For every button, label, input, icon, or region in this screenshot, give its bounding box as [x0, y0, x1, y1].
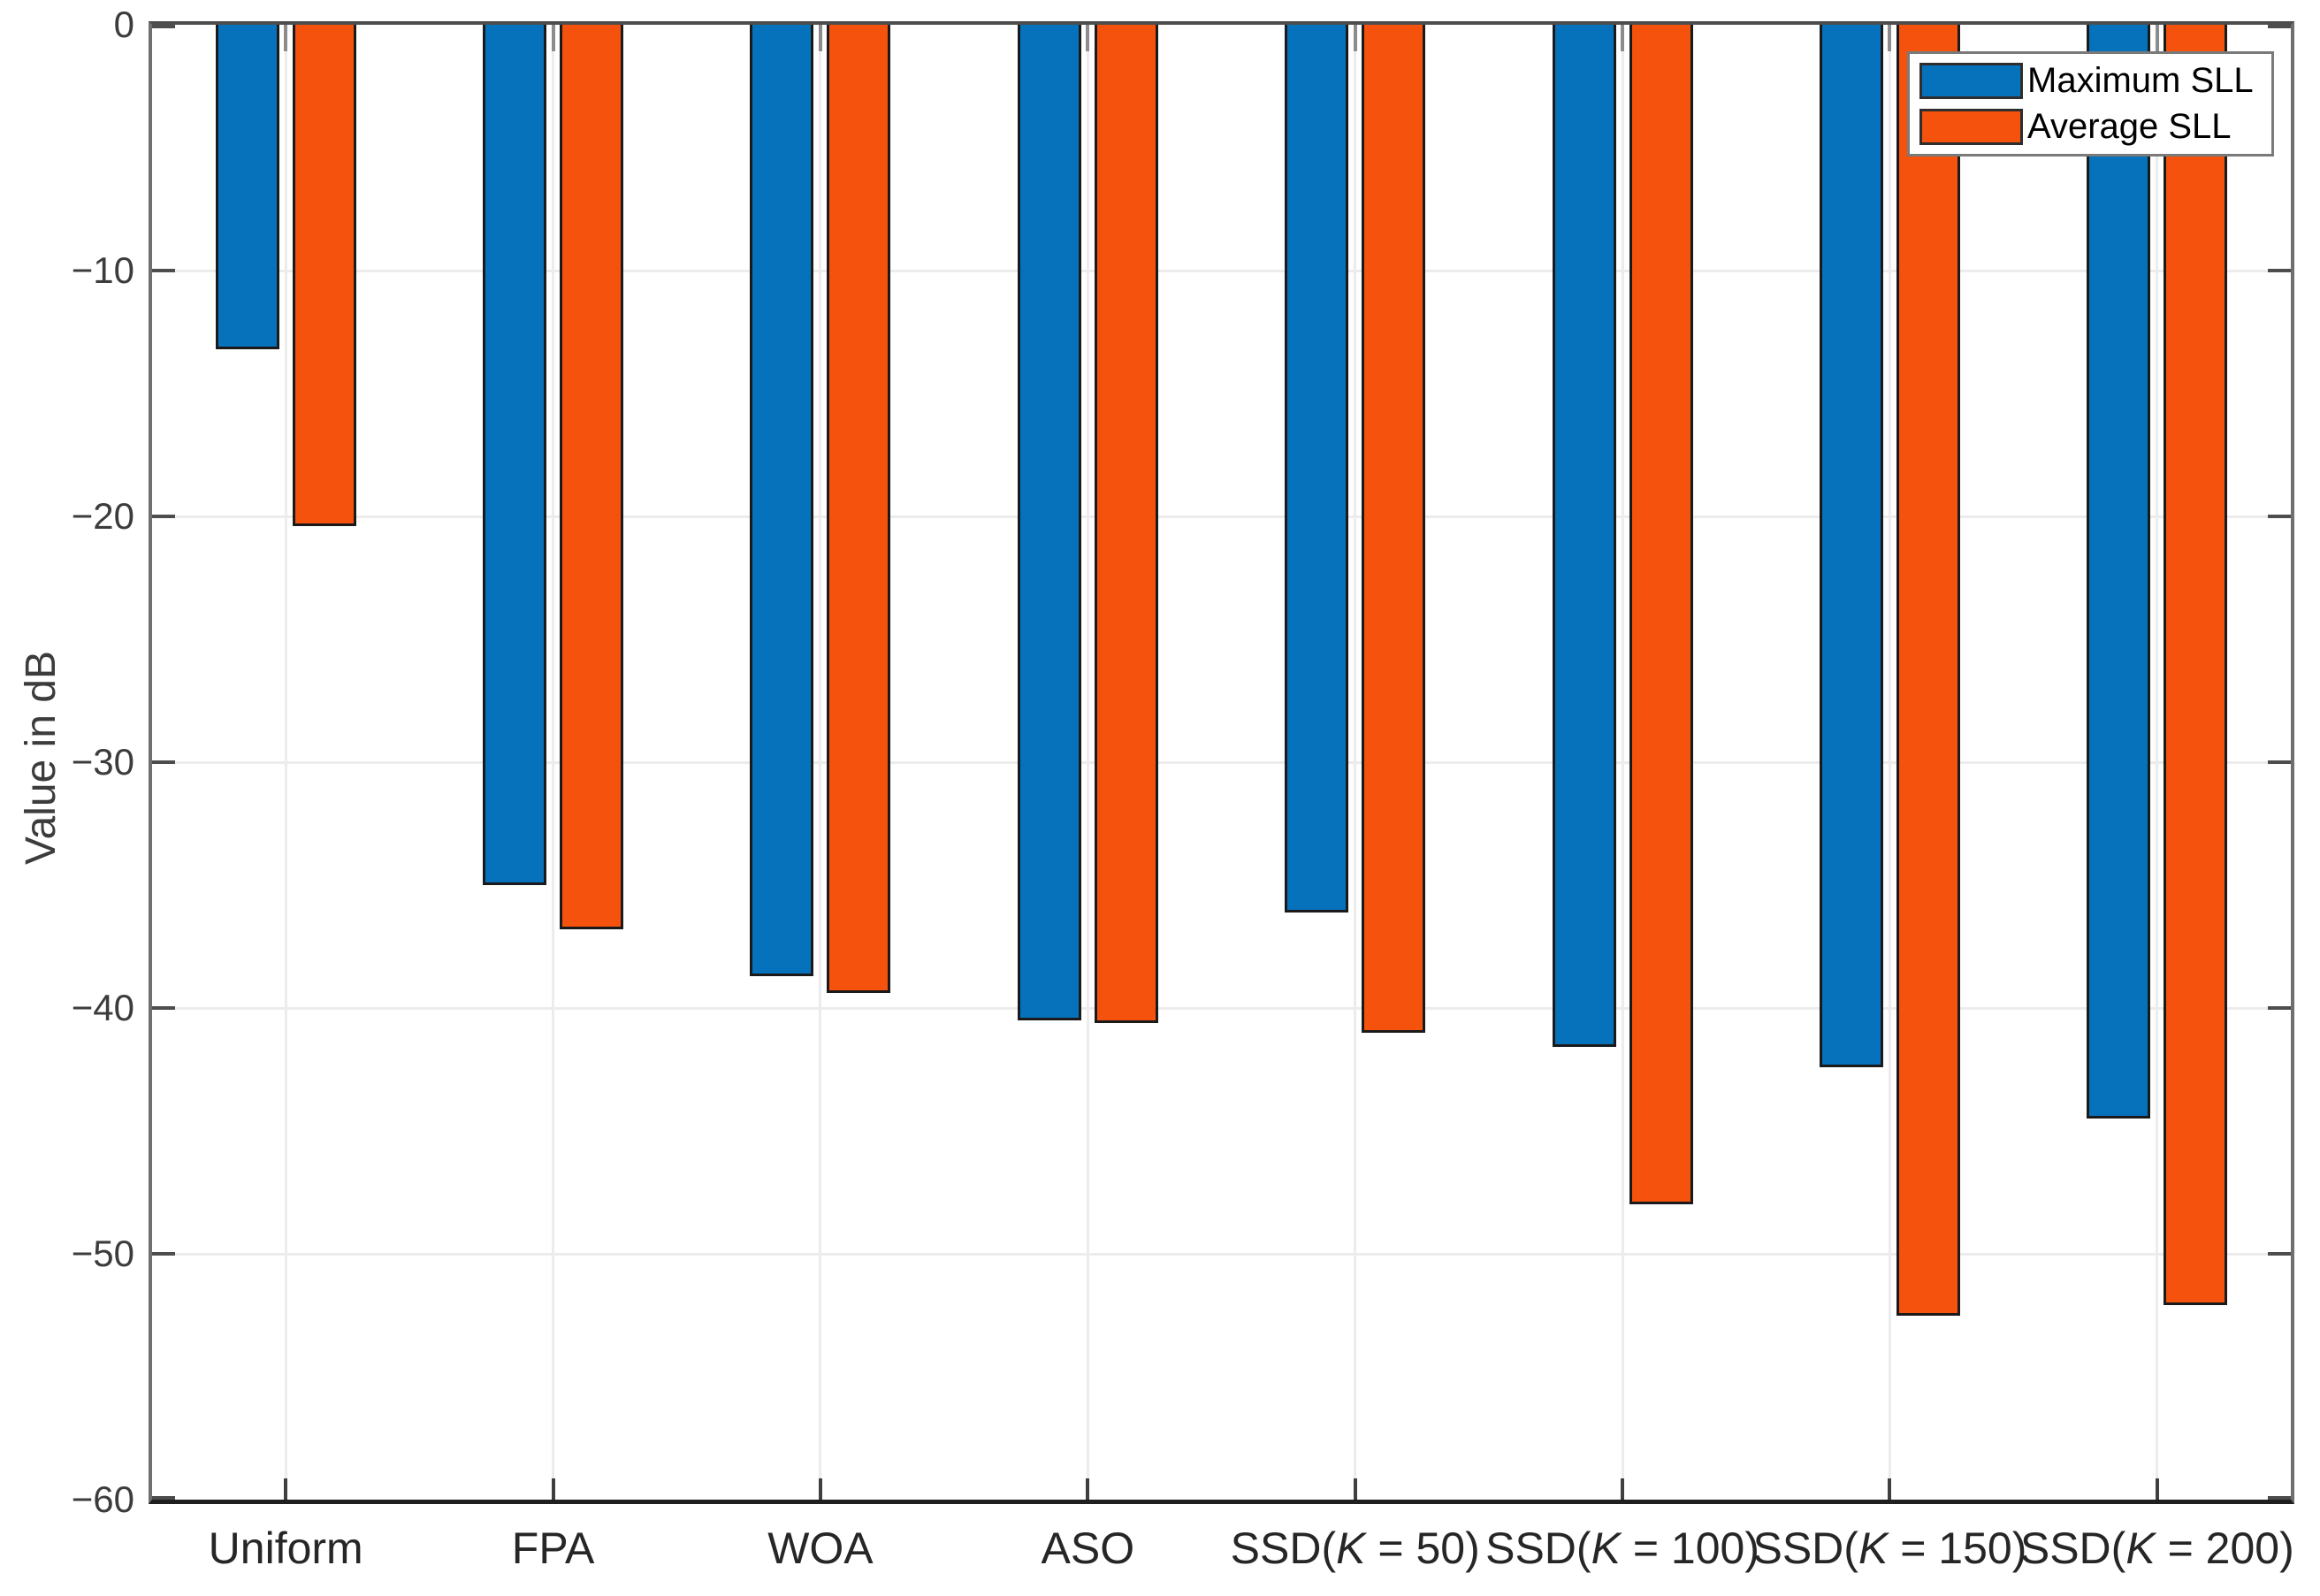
bar-average-sll-ssd-k-50 [1362, 25, 1426, 1033]
bar-average-sll-uniform [292, 25, 356, 527]
y-tick-label: 0 [113, 4, 134, 45]
x-tick-label-ssd-k-50: SSD(K = 50) [1230, 1523, 1480, 1573]
bar-maximum-sll-fpa [483, 25, 547, 885]
vertical-gridline [819, 25, 822, 1500]
y-tick-mark [152, 1006, 175, 1010]
vertical-gridline [2156, 25, 2159, 1500]
x-tick-label-fpa: FPA [511, 1523, 595, 1573]
legend-item-maximum-sll: Maximum SLL [1919, 63, 2271, 99]
legend-swatch-average-sll [1919, 109, 2023, 145]
y-tick-mark-right [2268, 515, 2291, 518]
x-tick-mark-top [551, 25, 555, 51]
legend-label-maximum-sll: Maximum SLL [2027, 61, 2254, 100]
x-tick-mark-top [1353, 25, 1357, 51]
horizontal-gridline [152, 515, 2291, 518]
bar-average-sll-aso [1094, 25, 1158, 1023]
plot-canvas [152, 25, 2291, 1500]
horizontal-gridline [152, 1252, 2291, 1256]
x-tick-mark-top [818, 25, 822, 51]
y-tick-label: −10 [71, 249, 134, 291]
y-tick-mark-right [2268, 1252, 2291, 1256]
x-tick-label-woa: WOA [767, 1523, 874, 1573]
y-tick-label: −60 [71, 1478, 134, 1520]
x-tick-mark-top [284, 25, 288, 51]
y-tick-mark [152, 515, 175, 518]
bar-maximum-sll-ssd-k-150 [1819, 25, 1883, 1067]
x-tick-mark [284, 1478, 288, 1500]
x-tick-mark [551, 1478, 555, 1500]
x-tick-label-ssd-k-100: SSD(K = 100) [1485, 1523, 1759, 1573]
legend-swatch-maximum-sll [1919, 63, 2023, 99]
x-tick-mark [1353, 1478, 1357, 1500]
vertical-gridline [552, 25, 555, 1500]
y-tick-mark [152, 269, 175, 272]
x-tick-label-uniform: Uniform [208, 1523, 363, 1573]
bar-average-sll-woa [827, 25, 891, 994]
y-tick-label: −50 [71, 1233, 134, 1274]
vertical-gridline [1888, 25, 1891, 1500]
x-tick-mark [1888, 1478, 1892, 1500]
bar-maximum-sll-aso [1017, 25, 1081, 1020]
vertical-gridline [1086, 25, 1089, 1500]
x-tick-mark [1621, 1478, 1625, 1500]
y-tick-mark-right [2268, 760, 2291, 764]
y-tick-label: −30 [71, 741, 134, 783]
y-tick-mark-right [2268, 1496, 2291, 1500]
x-tick-mark-top [1086, 25, 1090, 51]
legend: Maximum SLL Average SLL [1907, 51, 2274, 157]
x-tick-mark [818, 1478, 822, 1500]
plot-area [149, 21, 2294, 1504]
bar-average-sll-ssd-k-200 [2164, 25, 2228, 1306]
legend-item-average-sll: Average SLL [1919, 109, 2271, 145]
y-tick-label: −40 [71, 987, 134, 1028]
bar-maximum-sll-ssd-k-50 [1285, 25, 1349, 913]
vertical-gridline [1621, 25, 1624, 1500]
bar-average-sll-ssd-k-100 [1629, 25, 1693, 1205]
x-tick-label-aso: ASO [1041, 1523, 1135, 1573]
y-tick-mark [152, 25, 175, 28]
y-tick-mark [152, 760, 175, 764]
y-tick-label: −20 [71, 495, 134, 537]
bar-maximum-sll-uniform [215, 25, 279, 349]
bar-maximum-sll-woa [750, 25, 814, 976]
y-tick-mark [152, 1252, 175, 1256]
y-tick-mark [152, 1496, 175, 1500]
y-tick-mark-right [2268, 1006, 2291, 1010]
x-tick-mark-top [1621, 25, 1625, 51]
x-tick-mark-top [2155, 25, 2159, 51]
bar-maximum-sll-ssd-k-200 [2087, 25, 2151, 1119]
bar-average-sll-ssd-k-150 [1896, 25, 1960, 1316]
vertical-gridline [284, 25, 287, 1500]
vertical-gridline [1354, 25, 1357, 1500]
y-tick-mark-right [2268, 269, 2291, 272]
horizontal-gridline [152, 1006, 2291, 1010]
x-tick-mark-top [1888, 25, 1892, 51]
horizontal-gridline [152, 760, 2291, 764]
horizontal-gridline [152, 269, 2291, 272]
legend-label-average-sll: Average SLL [2027, 107, 2232, 146]
bar-average-sll-fpa [560, 25, 624, 930]
bar-maximum-sll-ssd-k-100 [1552, 25, 1616, 1048]
x-tick-mark [1086, 1478, 1090, 1500]
x-tick-mark [2155, 1478, 2159, 1500]
y-tick-mark-right [2268, 25, 2291, 28]
x-tick-label-ssd-k-200: SSD(K = 200) [2019, 1523, 2294, 1573]
x-tick-label-ssd-k-150: SSD(K = 150) [1752, 1523, 2027, 1573]
